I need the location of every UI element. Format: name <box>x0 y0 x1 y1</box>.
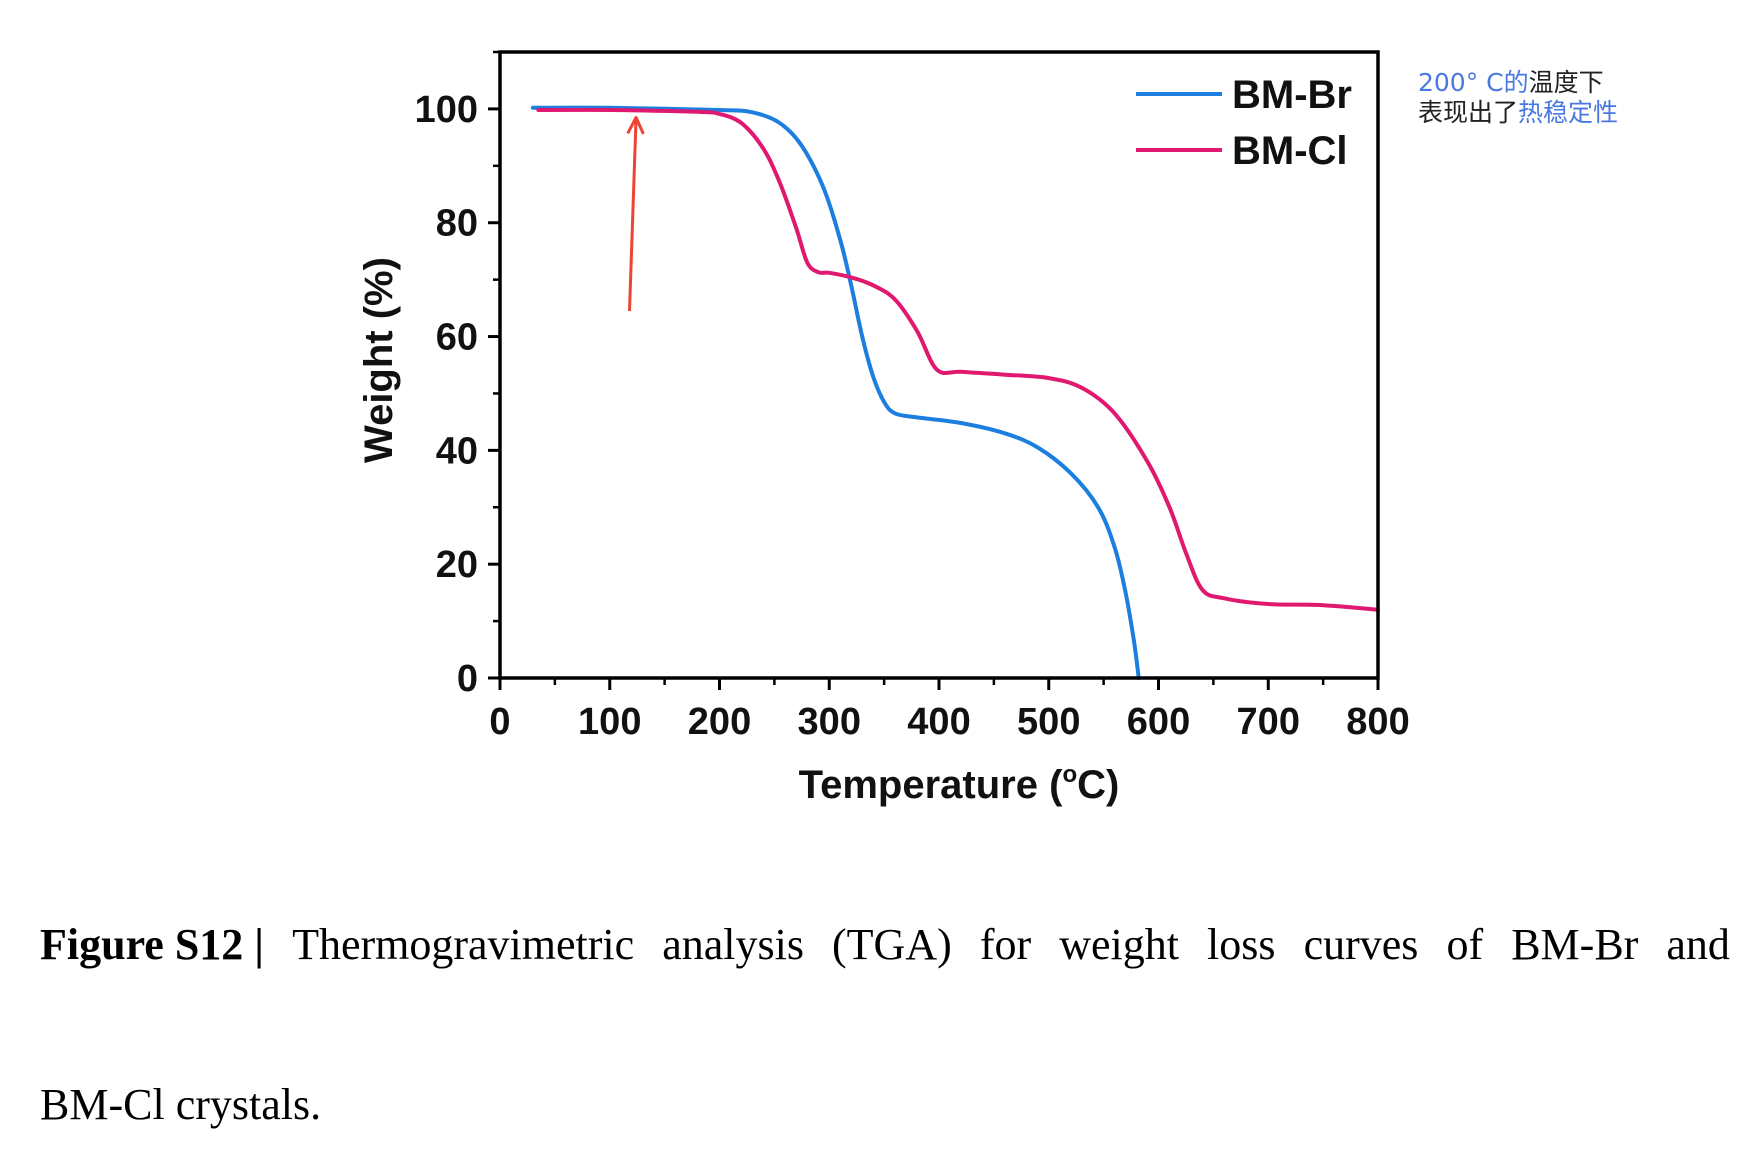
caption-word: for <box>979 920 1032 969</box>
caption-word: and <box>1666 920 1730 969</box>
y-tick-label: 60 <box>436 317 478 359</box>
caption-word: weight <box>1059 920 1179 969</box>
x-tick-label: 200 <box>688 701 751 743</box>
caption-figure-label: Figure S12 | <box>40 920 264 969</box>
caption-word: of <box>1446 920 1484 969</box>
series-line-bm-cl <box>536 107 1380 612</box>
x-tick-label: 300 <box>798 701 861 743</box>
note-line-1: 200° C的温度下 <box>1418 68 1618 98</box>
caption-word: curves <box>1303 920 1419 969</box>
note-line-1-black: 温度下 <box>1528 68 1604 97</box>
caption-word: loss <box>1207 920 1276 969</box>
x-tick-label: 700 <box>1237 701 1300 743</box>
note-line-2-black: 表现出了 <box>1418 98 1519 127</box>
x-tick-label: 0 <box>489 701 510 743</box>
x-axis-title: Temperature (oC) <box>799 761 1120 807</box>
note-line-2: 表现出了热稳定性 <box>1418 98 1618 128</box>
legend-label-bm-cl: BM-Cl <box>1232 129 1348 173</box>
note-line-2-blue: 热稳定性 <box>1518 98 1619 127</box>
chart-canvas: 0 100 200 300 400 500 600 700 800 0 20 40 60 80 100 Tem… <box>357 50 1410 807</box>
y-tick-label: 20 <box>436 544 478 586</box>
side-note: 200° C的温度下 表现出了热稳定性 <box>1418 68 1618 128</box>
caption-word: BM-Br <box>1511 920 1639 969</box>
series-line-bm-br <box>530 105 1141 680</box>
y-axis-title: Weight (%) <box>357 257 401 463</box>
y-tick-label: 100 <box>415 89 478 131</box>
y-tick-label: 80 <box>436 203 478 245</box>
y-tick-label: 40 <box>436 430 478 472</box>
x-tick-label: 100 <box>578 701 641 743</box>
x-tick-label: 500 <box>1017 701 1080 743</box>
legend-label-bm-br: BM-Br <box>1232 73 1352 117</box>
note-line-1-blue: 200° C的 <box>1418 68 1529 97</box>
arrow-annotation <box>628 117 638 311</box>
caption-word: (TGA) <box>832 920 952 969</box>
caption-word: Thermogravimetric <box>292 920 635 969</box>
y-tick-label: 0 <box>457 658 478 700</box>
tga-chart: 0 100 200 300 400 500 600 700 800 0 20 40 60 80 100 Tem… <box>357 50 1410 807</box>
caption-word: analysis <box>662 920 804 969</box>
x-tick-label: 600 <box>1127 701 1190 743</box>
x-tick-label: 400 <box>907 701 970 743</box>
caption-line-2: BM-Cl crystals. <box>40 1080 322 1129</box>
arrow-head <box>626 115 645 135</box>
caption-line-1: Figure S12 | Thermogravimetric analysis (TG… <box>40 923 1730 967</box>
x-tick-label: 800 <box>1346 701 1409 743</box>
